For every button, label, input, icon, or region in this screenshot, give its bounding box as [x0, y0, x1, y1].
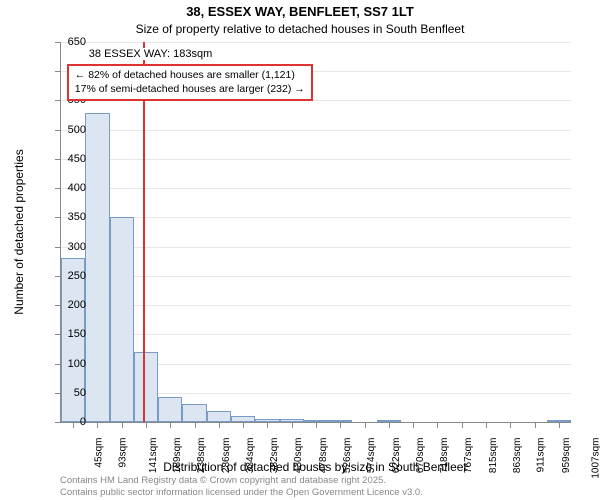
grid-line	[61, 42, 571, 43]
x-tick	[535, 422, 536, 428]
y-axis-title: Number of detached properties	[12, 149, 26, 314]
grid-line	[61, 188, 571, 189]
grid-line	[61, 159, 571, 160]
grid-line	[61, 247, 571, 248]
chart-title: 38, ESSEX WAY, BENFLEET, SS7 1LT	[0, 4, 600, 19]
x-tick-label: 574sqm	[366, 438, 377, 474]
chart-container: 38, ESSEX WAY, BENFLEET, SS7 1LT Size of…	[0, 0, 600, 500]
x-tick	[559, 422, 560, 428]
x-tick	[389, 422, 390, 428]
x-tick-label: 1007sqm	[590, 438, 600, 479]
y-tick-label: 500	[68, 124, 86, 136]
chart-subtitle: Size of property relative to detached ho…	[0, 22, 600, 36]
x-tick	[413, 422, 414, 428]
y-tick-label: 100	[68, 358, 86, 370]
x-tick-label: 863sqm	[512, 438, 523, 474]
x-tick-label: 45sqm	[94, 438, 105, 468]
y-tick-label: 50	[74, 387, 86, 399]
x-tick	[267, 422, 268, 428]
y-tick-label: 250	[68, 270, 86, 282]
x-tick-label: 334sqm	[245, 438, 256, 474]
x-tick-label: 815sqm	[488, 438, 499, 474]
x-tick	[170, 422, 171, 428]
x-tick-label: 141sqm	[148, 438, 159, 474]
x-tick	[316, 422, 317, 428]
annotation-line-1: ← 82% of detached houses are smaller (1,…	[75, 69, 305, 83]
y-tick-label: 350	[68, 211, 86, 223]
x-tick	[462, 422, 463, 428]
histogram-bar	[207, 411, 231, 422]
y-tick	[55, 159, 61, 160]
x-tick-label: 526sqm	[342, 438, 353, 474]
histogram-bar	[158, 397, 182, 422]
y-tick-label: 450	[68, 153, 86, 165]
x-tick	[73, 422, 74, 428]
x-tick	[122, 422, 123, 428]
y-tick-label: 200	[68, 299, 86, 311]
annotation-line-2: 17% of semi-detached houses are larger (…	[75, 83, 305, 97]
x-tick-label: 767sqm	[464, 438, 475, 474]
x-tick	[292, 422, 293, 428]
y-tick	[55, 100, 61, 101]
x-tick-label: 670sqm	[415, 438, 426, 474]
y-tick	[55, 422, 61, 423]
x-tick-label: 718sqm	[439, 438, 450, 474]
x-tick	[340, 422, 341, 428]
x-tick-label: 959sqm	[561, 438, 572, 474]
x-tick	[146, 422, 147, 428]
y-tick-label: 400	[68, 182, 86, 194]
x-tick	[510, 422, 511, 428]
x-tick	[437, 422, 438, 428]
grid-line	[61, 334, 571, 335]
x-tick-label: 238sqm	[196, 438, 207, 474]
grid-line	[61, 305, 571, 306]
footer-line-1: Contains HM Land Registry data © Crown c…	[60, 475, 423, 486]
x-tick-label: 382sqm	[269, 438, 280, 474]
y-tick-label: 300	[68, 241, 86, 253]
x-tick-label: 622sqm	[391, 438, 402, 474]
footer-attribution: Contains HM Land Registry data © Crown c…	[60, 475, 423, 498]
x-tick	[97, 422, 98, 428]
x-tick-label: 93sqm	[118, 438, 129, 468]
x-tick	[219, 422, 220, 428]
x-tick-label: 189sqm	[172, 438, 183, 474]
marker-label: 38 ESSEX WAY: 183sqm	[87, 48, 215, 60]
y-tick-label: 650	[68, 36, 86, 48]
x-tick	[195, 422, 196, 428]
grid-line	[61, 276, 571, 277]
x-tick-label: 478sqm	[318, 438, 329, 474]
x-tick	[486, 422, 487, 428]
y-tick-label: 0	[80, 416, 86, 428]
x-tick-label: 430sqm	[294, 438, 305, 474]
x-tick	[365, 422, 366, 428]
histogram-bar	[85, 113, 109, 422]
y-tick	[55, 42, 61, 43]
y-tick	[55, 71, 61, 72]
y-tick	[55, 130, 61, 131]
histogram-bar	[182, 404, 206, 422]
y-tick-label: 150	[68, 328, 86, 340]
footer-line-2: Contains public sector information licen…	[60, 487, 423, 498]
y-tick	[55, 247, 61, 248]
annotation-box: ← 82% of detached houses are smaller (1,…	[67, 64, 313, 101]
x-tick-label: 911sqm	[536, 438, 547, 473]
grid-line	[61, 130, 571, 131]
y-tick	[55, 188, 61, 189]
histogram-bar	[110, 217, 134, 422]
histogram-bar	[134, 352, 158, 422]
x-tick	[243, 422, 244, 428]
y-tick	[55, 217, 61, 218]
grid-line	[61, 217, 571, 218]
x-tick-label: 286sqm	[221, 438, 232, 474]
